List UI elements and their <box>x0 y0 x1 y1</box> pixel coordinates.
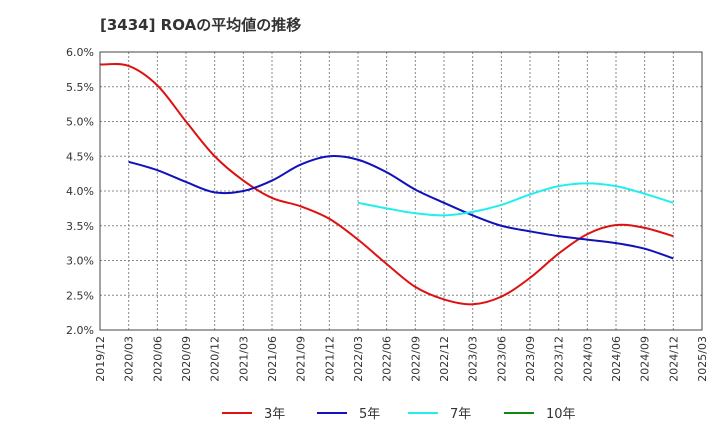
x-tick-label: 2019/12 <box>94 336 107 382</box>
chart-title: [3434] ROAの平均値の推移 <box>100 16 302 34</box>
legend: 3年 5年 7年 10年 <box>222 407 576 422</box>
x-tick-label: 2024/03 <box>581 336 594 382</box>
y-tick-label: 2.0% <box>66 324 94 337</box>
y-tick-label: 5.5% <box>66 81 94 94</box>
x-tick-label: 2022/03 <box>352 336 365 382</box>
x-tick-label: 2024/12 <box>667 336 680 382</box>
x-tick-label: 2021/12 <box>323 336 336 382</box>
series-lines <box>99 62 674 306</box>
y-tick-label: 4.0% <box>66 185 94 198</box>
x-tick-label: 2022/09 <box>409 336 422 382</box>
x-tick-label: 2023/12 <box>553 336 566 382</box>
legend-item-0: 3年 <box>222 407 285 422</box>
legend-label: 3年 <box>264 407 285 422</box>
y-axis-ticks: 6.0% 5.5% 5.0% 4.5% 4.0% 3.5% 3.0% 2.5% 2.0% <box>66 46 94 337</box>
y-tick-label: 3.0% <box>66 255 94 268</box>
plot-frame <box>99 51 703 331</box>
legend-label: 7年 <box>450 407 471 422</box>
x-axis-ticks: 2019/12 2020/03 2020/06 2020/09 2020/12 2021/… <box>94 336 709 382</box>
x-tick-label: 2023/03 <box>467 336 480 382</box>
series-line-1 <box>128 155 674 260</box>
y-tick-label: 5.0% <box>66 116 94 129</box>
legend-item-2: 7年 <box>408 407 471 422</box>
x-tick-label: 2020/06 <box>151 336 164 382</box>
x-tick-label: 2021/06 <box>266 336 279 382</box>
x-tick-label: 2021/03 <box>237 336 250 382</box>
x-tick-label: 2024/09 <box>639 336 652 382</box>
y-tick-label: 2.5% <box>66 289 94 302</box>
x-tick-label: 2020/03 <box>123 336 136 382</box>
series-line-2 <box>357 182 674 217</box>
x-tick-label: 2024/06 <box>610 336 623 382</box>
legend-label: 10年 <box>546 407 576 422</box>
x-tick-label: 2020/12 <box>209 336 222 382</box>
x-tick-label: 2023/09 <box>524 336 537 382</box>
y-tick-label: 6.0% <box>66 46 94 59</box>
y-tick-label: 3.5% <box>66 220 94 233</box>
x-tick-label: 2022/12 <box>438 336 451 382</box>
legend-item-1: 5年 <box>317 407 380 422</box>
x-tick-label: 2021/09 <box>295 336 308 382</box>
grid-lines <box>99 51 703 331</box>
y-tick-label: 4.5% <box>66 150 94 163</box>
x-tick-label: 2020/09 <box>180 336 193 382</box>
legend-item-3: 10年 <box>504 407 576 422</box>
x-tick-label: 2022/06 <box>381 336 394 382</box>
x-tick-label: 2025/03 <box>696 336 709 382</box>
x-tick-label: 2023/06 <box>495 336 508 382</box>
legend-label: 5年 <box>359 407 380 422</box>
